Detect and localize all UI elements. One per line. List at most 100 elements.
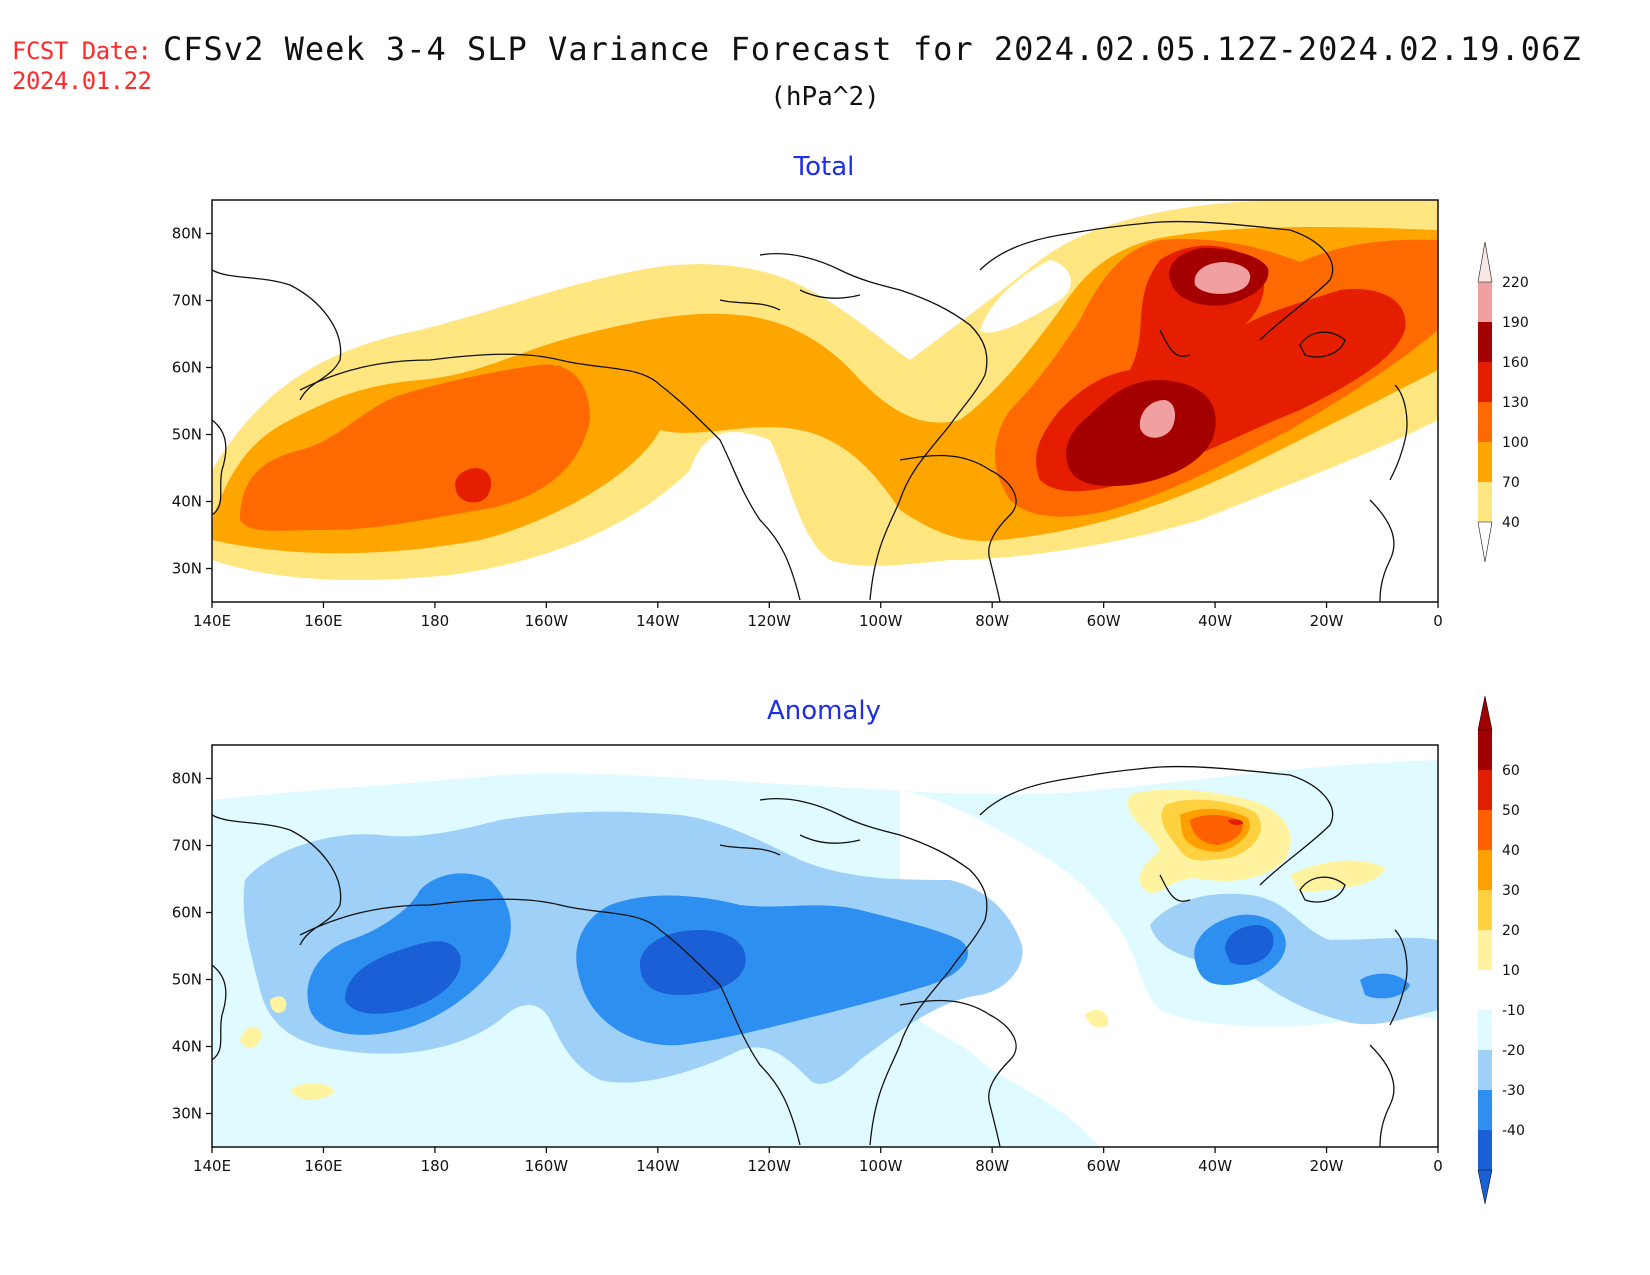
anomaly-lon-label: 40W (1198, 1157, 1232, 1175)
anomaly-lon-label: 180 (421, 1157, 450, 1175)
anomaly-colorbar-swatch (1478, 730, 1492, 770)
anomaly-colorbar-swatch (1478, 850, 1492, 890)
total-lon-label: 40W (1198, 612, 1232, 630)
total-lon-label: 160E (304, 612, 342, 630)
total-colorbar-label: 190 (1502, 315, 1529, 331)
anomaly-colorbar-label: 60 (1502, 763, 1520, 779)
anomaly-lon-label: 160W (525, 1157, 569, 1175)
total-axes: 140E 160E 180 160W 140W 120W 100W 80W 60W 40W 20W 0… (172, 225, 1443, 631)
total-colorbar-arrow-bottom (1477, 521, 1493, 563)
units-label: (hPa^2) (770, 82, 880, 112)
total-lon-label: 180 (421, 612, 450, 630)
page-title: CFSv2 Week 3-4 SLP Variance Forecast for… (163, 30, 1582, 68)
anomaly-colorbar-swatch (1478, 1010, 1492, 1050)
anomaly-lat-label: 60N (172, 904, 202, 922)
anomaly-colorbar-swatch (1478, 1130, 1492, 1170)
panel-title-total: Total (793, 152, 855, 182)
total-colorbar-label: 160 (1502, 355, 1529, 371)
total-lon-label: 0 (1433, 612, 1443, 630)
anomaly-colorbar-swatch (1478, 1050, 1492, 1090)
total-colorbar-swatch (1478, 402, 1492, 442)
coastlines-anomaly (212, 765, 1408, 1147)
anomaly-lat-label: 40N (172, 1038, 202, 1056)
anomaly-lon-label: 120W (748, 1157, 792, 1175)
anomaly-lon-label: 80W (975, 1157, 1009, 1175)
total-colorbar: 40 70 100 130 160 190 220 (1477, 241, 1529, 563)
anomaly-colorbar-label: 20 (1502, 923, 1520, 939)
total-colorbar-arrow-top (1477, 241, 1493, 283)
anomaly-colorbar-swatch (1478, 890, 1492, 930)
total-colorbar-label: 130 (1502, 395, 1529, 411)
total-colorbar-swatch (1478, 322, 1492, 362)
fcst-date-label: FCST Date: (12, 37, 152, 65)
anomaly-colorbar-label: 30 (1502, 883, 1520, 899)
total-lon-label: 100W (859, 612, 903, 630)
total-lat-label: 60N (172, 359, 202, 377)
anomaly-colorbar-label: -40 (1502, 1123, 1525, 1139)
anomaly-colorbar-swatch (1478, 810, 1492, 850)
forecast-date: FCST Date: 2024.01.22 (12, 36, 152, 96)
total-map: 140E 160E 180 160W 140W 120W 100W 80W 60W 40W 20W 0… (172, 199, 1529, 631)
total-colorbar-label: 70 (1502, 475, 1520, 491)
anomaly-colorbar-arrow-top (1477, 695, 1493, 731)
total-lat-label: 30N (172, 560, 202, 578)
anomaly-colorbar: -40 -30 -20 -10 10 20 30 40 50 60 (1477, 695, 1525, 1205)
anomaly-colorbar-swatch (1478, 970, 1492, 1010)
total-contour-160 (1066, 248, 1269, 487)
total-lat-label: 50N (172, 426, 202, 444)
anomaly-colorbar-swatch (1478, 770, 1492, 810)
anomaly-lat-label: 80N (172, 770, 202, 788)
anomaly-colorbar-label: -20 (1502, 1043, 1525, 1059)
anomaly-axes: 140E 160E 180 160W 140W 120W 100W 80W 60W 40W 20W 0… (172, 770, 1443, 1176)
total-colorbar-label: 220 (1502, 275, 1529, 291)
total-map-frame (211, 199, 1439, 603)
total-lon-label: 160W (525, 612, 569, 630)
total-lon-label: 60W (1087, 612, 1121, 630)
total-contour-190 (1139, 262, 1251, 438)
anomaly-colorbar-swatch (1478, 930, 1492, 970)
anomaly-colorbar-swatch (1478, 1090, 1492, 1130)
total-colorbar-swatch (1478, 362, 1492, 402)
fcst-date-value: 2024.01.22 (12, 67, 152, 95)
anomaly-contour-plus10 (240, 789, 1385, 1100)
total-lon-label: 120W (748, 612, 792, 630)
anomaly-lat-label: 30N (172, 1105, 202, 1123)
anomaly-map-frame (211, 744, 1439, 1148)
anomaly-lat-label: 70N (172, 837, 202, 855)
anomaly-map: 140E 160E 180 160W 140W 120W 100W 80W 60W 40W 20W 0… (172, 695, 1525, 1205)
total-lon-label: 140E (193, 612, 231, 630)
anomaly-lon-label: 20W (1310, 1157, 1344, 1175)
anomaly-lon-label: 100W (859, 1157, 903, 1175)
total-lon-label: 140W (636, 612, 680, 630)
anomaly-colorbar-label: 50 (1502, 803, 1520, 819)
total-lon-label: 80W (975, 612, 1009, 630)
anomaly-colorbar-label: 40 (1502, 843, 1520, 859)
total-colorbar-swatch (1478, 442, 1492, 482)
anomaly-contour-plus40 (1190, 814, 1243, 845)
anomaly-lon-label: 140W (636, 1157, 680, 1175)
total-lat-label: 40N (172, 493, 202, 511)
panel-title-anomaly: Anomaly (766, 696, 882, 726)
anomaly-colorbar-arrow-bottom (1477, 1169, 1493, 1205)
anomaly-contour-plus50 (1228, 819, 1244, 825)
anomaly-lon-label: 60W (1087, 1157, 1121, 1175)
anomaly-field (212, 745, 1438, 1147)
anomaly-contour-minus20 (307, 873, 1411, 1046)
anomaly-colorbar-label: 10 (1502, 963, 1520, 979)
total-colorbar-swatch (1478, 482, 1492, 522)
total-variance-field (212, 200, 1438, 602)
anomaly-lat-label: 50N (172, 971, 202, 989)
total-lat-label: 80N (172, 225, 202, 243)
anomaly-lon-label: 0 (1433, 1157, 1443, 1175)
anomaly-lon-label: 140E (193, 1157, 231, 1175)
total-lat-label: 70N (172, 292, 202, 310)
total-colorbar-swatch (1478, 282, 1492, 322)
total-colorbar-label: 40 (1502, 515, 1520, 531)
anomaly-colorbar-label: -10 (1502, 1003, 1525, 1019)
coastlines (212, 220, 1408, 602)
total-lon-label: 20W (1310, 612, 1344, 630)
total-colorbar-label: 100 (1502, 435, 1529, 451)
anomaly-lon-label: 160E (304, 1157, 342, 1175)
anomaly-colorbar-label: -30 (1502, 1083, 1525, 1099)
